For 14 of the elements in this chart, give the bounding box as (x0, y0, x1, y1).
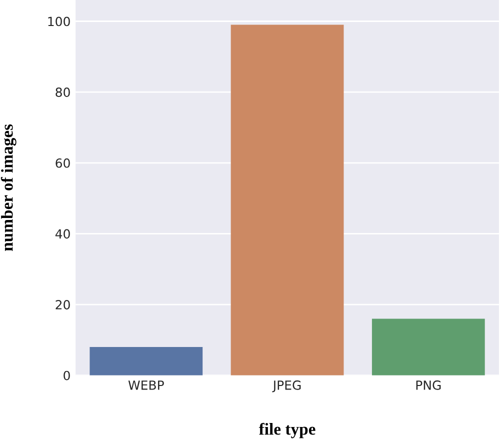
x-tick-label: WEBP (128, 380, 164, 390)
bar (90, 347, 203, 376)
y-tick-label: 100 (48, 16, 70, 26)
y-tick-label: 60 (56, 158, 70, 168)
x-tick-label: JPEG (272, 380, 301, 392)
y-tick-label: 40 (55, 229, 70, 239)
x-axis-title: file type (258, 422, 316, 438)
bar (230, 24, 344, 376)
y-tick-label: 20 (56, 300, 70, 310)
y-tick-label: 0 (64, 370, 70, 380)
y-axis-title: number of images (0, 124, 16, 251)
y-tick-label: 80 (56, 88, 70, 97)
bar (372, 318, 485, 376)
x-tick-label: PNG (416, 380, 441, 390)
